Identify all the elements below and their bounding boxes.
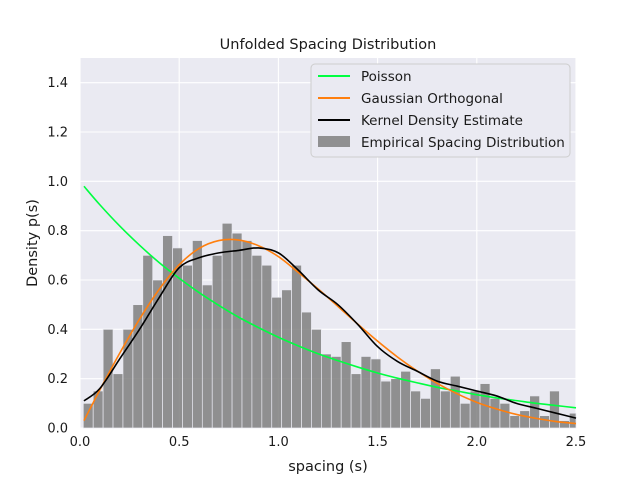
legend-label-goe: Gaussian Orthogonal [361, 91, 503, 107]
histogram-bar [509, 415, 521, 429]
x-tick-label: 1.0 [268, 435, 289, 450]
y-tick-label: 1.0 [47, 175, 68, 190]
legend-label-histogram: Empirical Spacing Distribution [361, 135, 565, 151]
histogram-bar [311, 328, 322, 429]
kde-line [83, 247, 577, 419]
histogram-bar [440, 390, 451, 429]
histogram-bar [360, 356, 372, 429]
x-tick-labels: 0.0 0.5 1.0 1.5 2.0 2.5 [70, 435, 587, 450]
legend-box [310, 63, 571, 158]
histogram-bar [499, 402, 511, 429]
histogram-bar [92, 390, 104, 429]
histogram-bar [539, 415, 550, 429]
histogram-bar [370, 358, 382, 429]
legend-label-kde: Kernel Density Estimate [361, 113, 523, 129]
histogram-bar [449, 375, 461, 429]
legend-swatch-histogram [318, 136, 350, 147]
histogram-bar [281, 289, 292, 429]
y-tick-label: 0.6 [47, 274, 68, 289]
x-tick-label: 0.5 [169, 435, 190, 450]
legend-label-poisson: Poisson [361, 69, 412, 85]
histogram-bar [162, 235, 173, 429]
poisson-line [83, 185, 577, 409]
histogram-bar [251, 254, 263, 429]
x-tick-label: 2.5 [566, 435, 587, 450]
histogram-bar [241, 240, 253, 429]
y-tick-label: 0.0 [47, 422, 68, 437]
x-tick-label: 2.0 [466, 435, 487, 450]
histogram-bar [152, 279, 163, 429]
x-tick-label: 0.0 [70, 435, 91, 450]
histogram-bar [380, 380, 392, 429]
histogram-bar [519, 410, 531, 429]
histogram-bar [420, 398, 431, 429]
y-tick-label: 1.2 [47, 126, 68, 141]
histogram-bar [221, 222, 233, 429]
y-tick-label: 0.8 [47, 224, 68, 239]
histogram-bar [459, 402, 471, 429]
y-axis-label: Density p(s) [25, 199, 41, 287]
histogram-bar [261, 264, 273, 429]
chart-title: Unfolded Spacing Distribution [220, 37, 437, 53]
histogram-bar [330, 356, 342, 429]
histogram-bar [390, 378, 402, 429]
histogram-bar [549, 390, 560, 429]
histogram-bar [201, 284, 213, 429]
histogram-bar [142, 254, 154, 429]
x-axis-label: spacing (s) [288, 459, 368, 475]
histogram-bar [271, 296, 283, 429]
histogram-bar [231, 232, 243, 429]
histogram-bar [469, 390, 481, 429]
legend: Poisson Gaussian Orthogonal Kernel Densi… [310, 63, 571, 158]
histogram-bar [529, 395, 540, 429]
histogram-bar [211, 254, 223, 429]
y-tick-labels: 0.0 0.2 0.4 0.6 0.8 1.0 1.2 1.4 [47, 76, 68, 436]
histogram-bar [102, 328, 114, 429]
histogram-bars [82, 222, 577, 429]
histogram-bar [301, 311, 312, 429]
histogram-bar [182, 264, 193, 429]
histogram-bar [350, 373, 362, 429]
histogram-bar [489, 398, 501, 429]
histogram-bar [340, 341, 352, 429]
histogram-bar [112, 373, 124, 429]
y-tick-label: 0.2 [47, 372, 68, 387]
y-tick-label: 1.4 [47, 76, 68, 91]
histogram-bar [192, 240, 203, 429]
y-tick-label: 0.4 [47, 323, 68, 338]
histogram-bar [321, 353, 332, 429]
x-tick-label: 1.5 [367, 435, 388, 450]
histogram-bar [569, 412, 577, 429]
curves [83, 185, 577, 425]
histogram-bar [430, 368, 441, 429]
histogram-bar [410, 390, 421, 429]
